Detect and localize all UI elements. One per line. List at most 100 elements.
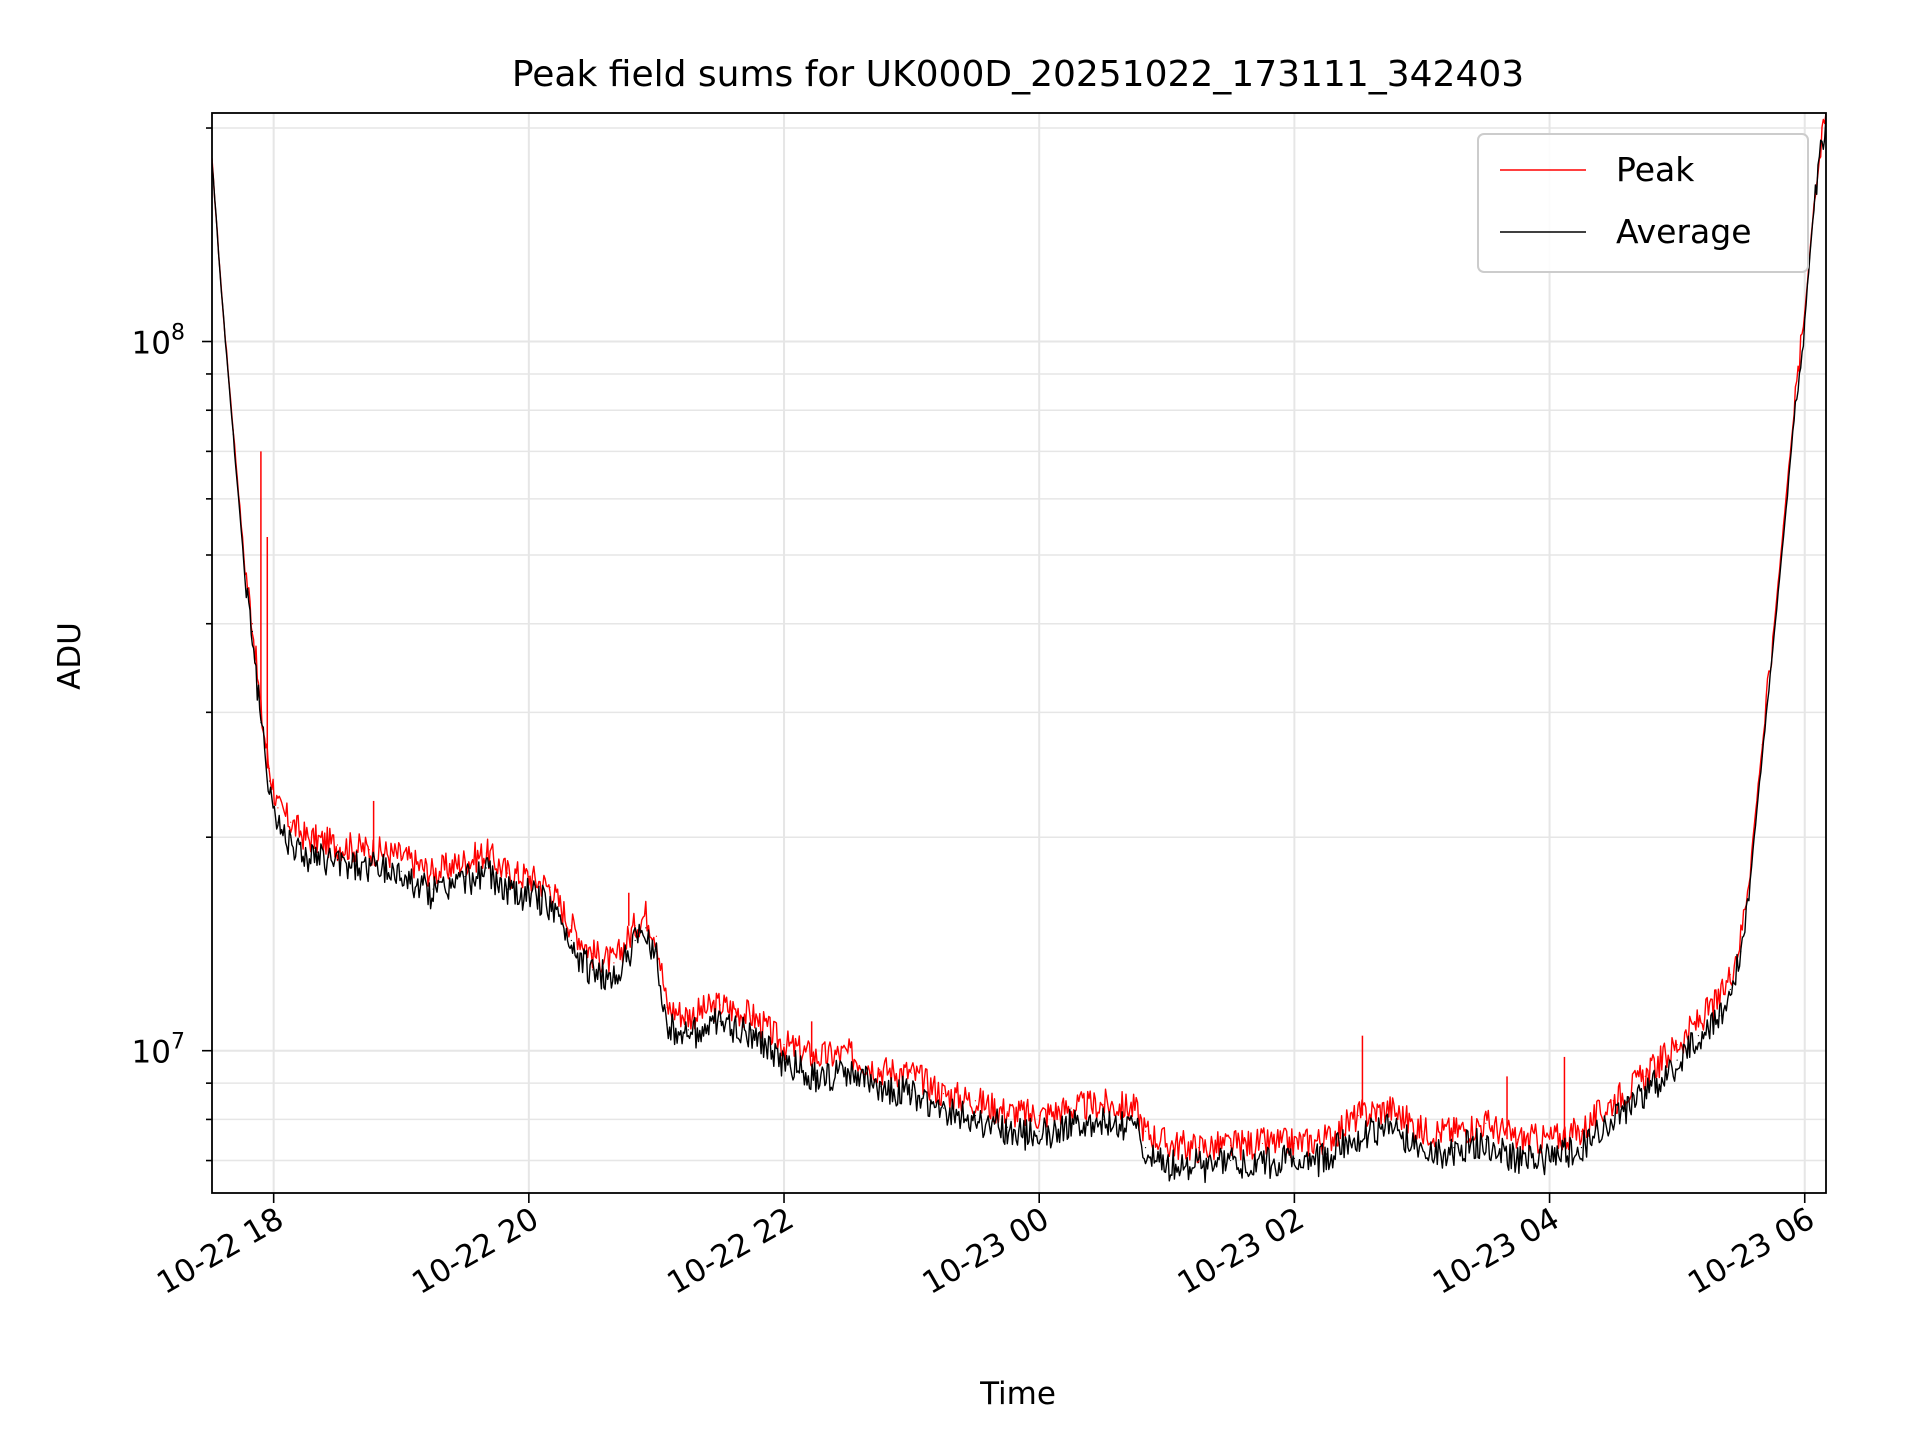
data-point [1814, 190, 1816, 192]
data-point [634, 925, 636, 927]
data-point [1612, 1100, 1614, 1102]
data-point [1229, 1144, 1232, 1147]
legend-label-average: Average [1616, 212, 1752, 251]
series-line-peak [212, 113, 1826, 1164]
data-point [645, 913, 647, 915]
data-point [549, 886, 551, 888]
y-axis: 107 108 [132, 127, 212, 1162]
data-point [1006, 1126, 1008, 1128]
data-point [1357, 1114, 1359, 1117]
data-point [1389, 1107, 1391, 1109]
data-point [1548, 1155, 1551, 1157]
data-point [1070, 1107, 1072, 1109]
data-point [1144, 1130, 1147, 1132]
data-point [290, 836, 292, 838]
data-point [1782, 536, 1785, 538]
data-point [1293, 1157, 1295, 1159]
chart-title: Peak field sums for UK000D_20251022_1731… [512, 54, 1524, 95]
x-axis-label: Time [979, 1376, 1056, 1412]
data-point [304, 852, 307, 854]
data-point [432, 888, 434, 890]
data-point [1134, 1107, 1136, 1109]
data-point [1453, 1147, 1455, 1149]
data-point [485, 867, 487, 869]
data-point [1006, 1111, 1008, 1113]
data-point [879, 1085, 881, 1088]
data-point [1229, 1159, 1232, 1162]
data-point [687, 1029, 689, 1031]
data-point [879, 1069, 881, 1071]
data-point [1070, 1122, 1072, 1124]
data-point [1548, 1138, 1551, 1140]
data-point [1421, 1147, 1423, 1149]
data-point [290, 821, 292, 823]
data-point [528, 875, 530, 878]
data-point [1198, 1147, 1200, 1149]
data-point [634, 939, 636, 942]
data-point [1453, 1130, 1455, 1132]
data-point [974, 1114, 977, 1117]
data-point [719, 1020, 721, 1022]
data-point [815, 1072, 817, 1074]
data-point [549, 901, 551, 903]
series-peak [212, 113, 1826, 1164]
data-point [783, 1059, 785, 1061]
data-point [1793, 417, 1795, 419]
data-point [1102, 1118, 1104, 1121]
data-point [592, 953, 594, 955]
data-point [336, 844, 339, 846]
data-point [251, 630, 254, 633]
data-point [655, 935, 658, 937]
data-point [464, 875, 466, 878]
plot-frame [211, 112, 1827, 1194]
data-point [506, 888, 509, 890]
data-point [592, 969, 594, 971]
y-tick-label: 107 [132, 1030, 185, 1071]
data-point [268, 767, 271, 770]
data-point [1740, 950, 1742, 953]
data-point [1729, 988, 1731, 991]
data-point [1421, 1130, 1423, 1132]
data-point [1750, 863, 1753, 866]
data-point [847, 1069, 849, 1071]
data-point [1761, 755, 1763, 758]
legend-box [1477, 133, 1809, 273]
legend: Peak Average [1477, 133, 1809, 273]
data-point [1485, 1122, 1487, 1124]
data-point [528, 892, 530, 894]
data-point [432, 872, 434, 874]
data-point [222, 306, 224, 308]
legend-label-peak: Peak [1616, 150, 1695, 189]
data-point [304, 836, 307, 838]
data-point [336, 858, 339, 861]
data-point [400, 855, 402, 857]
data-point [1038, 1114, 1040, 1117]
data-point [783, 1043, 785, 1046]
series-average [212, 115, 1826, 1184]
data-point [1719, 1015, 1721, 1017]
data-point [1580, 1130, 1583, 1132]
data-point [268, 780, 271, 782]
data-point [666, 1007, 668, 1009]
data-point [243, 560, 245, 562]
data-point [942, 1092, 945, 1095]
data-point [1325, 1153, 1327, 1155]
data-point [1198, 1162, 1200, 1164]
data-point [687, 1015, 689, 1017]
data-point [400, 870, 402, 872]
data-point [570, 925, 572, 927]
data-point [1750, 852, 1753, 854]
data-point [260, 722, 262, 724]
data-point [368, 863, 370, 866]
data-point [911, 1089, 913, 1091]
data-point [1772, 647, 1774, 649]
data-point [942, 1107, 945, 1109]
data-point [1644, 1089, 1646, 1091]
data-point [368, 849, 370, 851]
data-point [974, 1100, 977, 1102]
data-point [1102, 1103, 1104, 1105]
data-point [1740, 935, 1742, 937]
y-tick-label: 108 [132, 321, 185, 362]
y-axis-label: ADU [52, 622, 88, 690]
data-point [1517, 1155, 1519, 1157]
